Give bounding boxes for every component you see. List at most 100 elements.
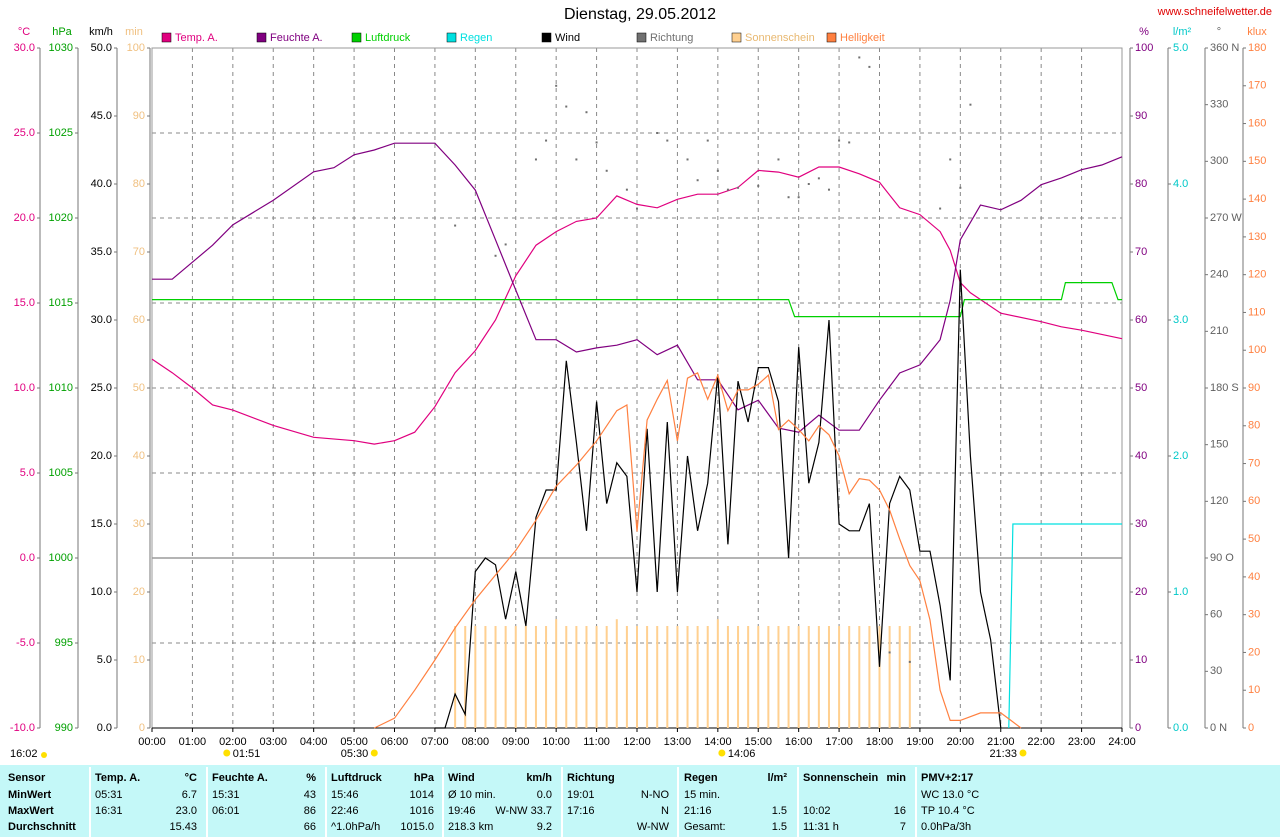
y-tick-label: 50 [1135, 382, 1147, 394]
sunshine-bar [565, 626, 568, 728]
table-cell: 15.43 [169, 821, 197, 833]
y-tick-label: 180 S [1210, 382, 1239, 394]
y-tick-label: 4.0 [1173, 178, 1188, 190]
chart-title: Dienstag, 29.05.2012 [564, 6, 716, 23]
direction-dot [969, 103, 972, 106]
y-tick-label: 30 [1210, 665, 1222, 677]
x-tick-label: 16:00 [785, 736, 813, 748]
sunshine-bar [848, 626, 851, 728]
sunshine-bar [686, 626, 689, 728]
sunshine-bar [696, 626, 699, 728]
table-cell: 05:31 [95, 789, 123, 801]
table-header: Regen [684, 772, 718, 784]
sunshine-bar [706, 626, 709, 728]
y-tick-label: 120 [1210, 495, 1228, 507]
axis-unit: min [125, 26, 143, 38]
direction-dot [868, 65, 871, 68]
x-tick-label: 01:00 [179, 736, 207, 748]
x-tick-label: 18:00 [866, 736, 894, 748]
direction-dot [949, 158, 952, 161]
direction-dot [848, 141, 851, 144]
table-cell: 1015.0 [400, 821, 434, 833]
y-tick-label: 40.0 [91, 178, 112, 190]
direction-dot [686, 158, 689, 161]
x-tick-label: 00:00 [138, 736, 166, 748]
sunshine-bar [656, 626, 659, 728]
table-cell: 7 [900, 821, 906, 833]
sunshine-bar [474, 626, 477, 728]
annotation: 01:51 [233, 748, 261, 760]
table-cell: 17:16 [567, 805, 595, 817]
y-tick-label: 30.0 [91, 314, 112, 326]
y-tick-label: 10.0 [91, 586, 112, 598]
source: www.schneifelwetter.de [1157, 6, 1272, 18]
table-cell: 11:31 h [803, 821, 839, 833]
y-tick-label: -5.0 [16, 637, 35, 649]
y-tick-label: 1020 [49, 212, 73, 224]
direction-dot [625, 188, 628, 191]
y-tick-label: 5.0 [1173, 42, 1188, 54]
y-tick-label: 100 [127, 42, 145, 54]
y-tick-label: 990 [55, 722, 73, 734]
table-header: Richtung [567, 772, 615, 784]
event-marker [370, 749, 378, 757]
y-tick-label: 100 [1248, 344, 1266, 356]
legend-label: Helligkeit [840, 32, 885, 44]
table-unit: min [886, 772, 906, 784]
event-marker [718, 749, 726, 757]
y-tick-label: 30 [133, 518, 145, 530]
table-unit: % [306, 772, 316, 784]
y-tick-label: 110 [1248, 306, 1266, 318]
direction-dot [817, 177, 820, 180]
y-tick-label: 10 [1135, 654, 1147, 666]
direction-dot [797, 196, 800, 199]
y-tick-label: 150 [1248, 155, 1266, 167]
sunshine-bar [636, 626, 638, 728]
sunshine-bar [494, 626, 497, 728]
y-tick-label: 15.0 [91, 518, 112, 530]
y-tick-label: 210 [1210, 325, 1228, 337]
y-tick-label: 0.0 [97, 722, 112, 734]
direction-dot [534, 158, 537, 161]
y-tick-label: 995 [55, 637, 73, 649]
table-cell: 1016 [410, 805, 434, 817]
y-tick-label: 0.0 [1173, 722, 1188, 734]
sunshine-bar [757, 626, 760, 728]
y-tick-label: 0 [1135, 722, 1141, 734]
legend-label: Feuchte A. [270, 32, 323, 44]
y-tick-label: 70 [133, 246, 145, 258]
y-tick-label: 1005 [49, 467, 73, 479]
y-tick-label: 90 [1248, 382, 1260, 394]
sunshine-bar [615, 619, 618, 728]
series-line [151, 166, 1123, 445]
legend-swatch [446, 32, 457, 43]
y-tick-label: 270 W [1210, 212, 1242, 224]
stats-background [0, 765, 1280, 837]
direction-dot [585, 111, 588, 114]
table-cell: Ø 10 min. [448, 789, 496, 801]
sunshine-bar [666, 626, 669, 728]
table-unit: l/m² [767, 772, 787, 784]
y-tick-label: 60 [1135, 314, 1147, 326]
table-cell: 0.0hPa/3h [921, 821, 971, 833]
sunshine-bar [868, 626, 871, 728]
table-cell: TP 10.4 °C [921, 805, 975, 817]
sunshine-bar [908, 626, 911, 728]
y-tick-label: 5.0 [20, 467, 35, 479]
x-tick-label: 19:00 [906, 736, 934, 748]
sunshine-bar [454, 626, 457, 728]
x-tick-label: 21:00 [987, 736, 1015, 748]
direction-dot [545, 139, 548, 142]
sunshine-bar [858, 626, 861, 728]
sunshine-bar [898, 626, 901, 728]
direction-dot [959, 186, 962, 189]
direction-dot [777, 158, 780, 161]
table-cell: 15:46 [331, 789, 359, 801]
table-cell: 19:46 [448, 805, 476, 817]
y-tick-label: 130 [1248, 231, 1266, 243]
annotation: 05:30 [341, 748, 369, 760]
legend-label: Sonnenschein [745, 32, 815, 44]
table-cell: 6.7 [182, 789, 197, 801]
